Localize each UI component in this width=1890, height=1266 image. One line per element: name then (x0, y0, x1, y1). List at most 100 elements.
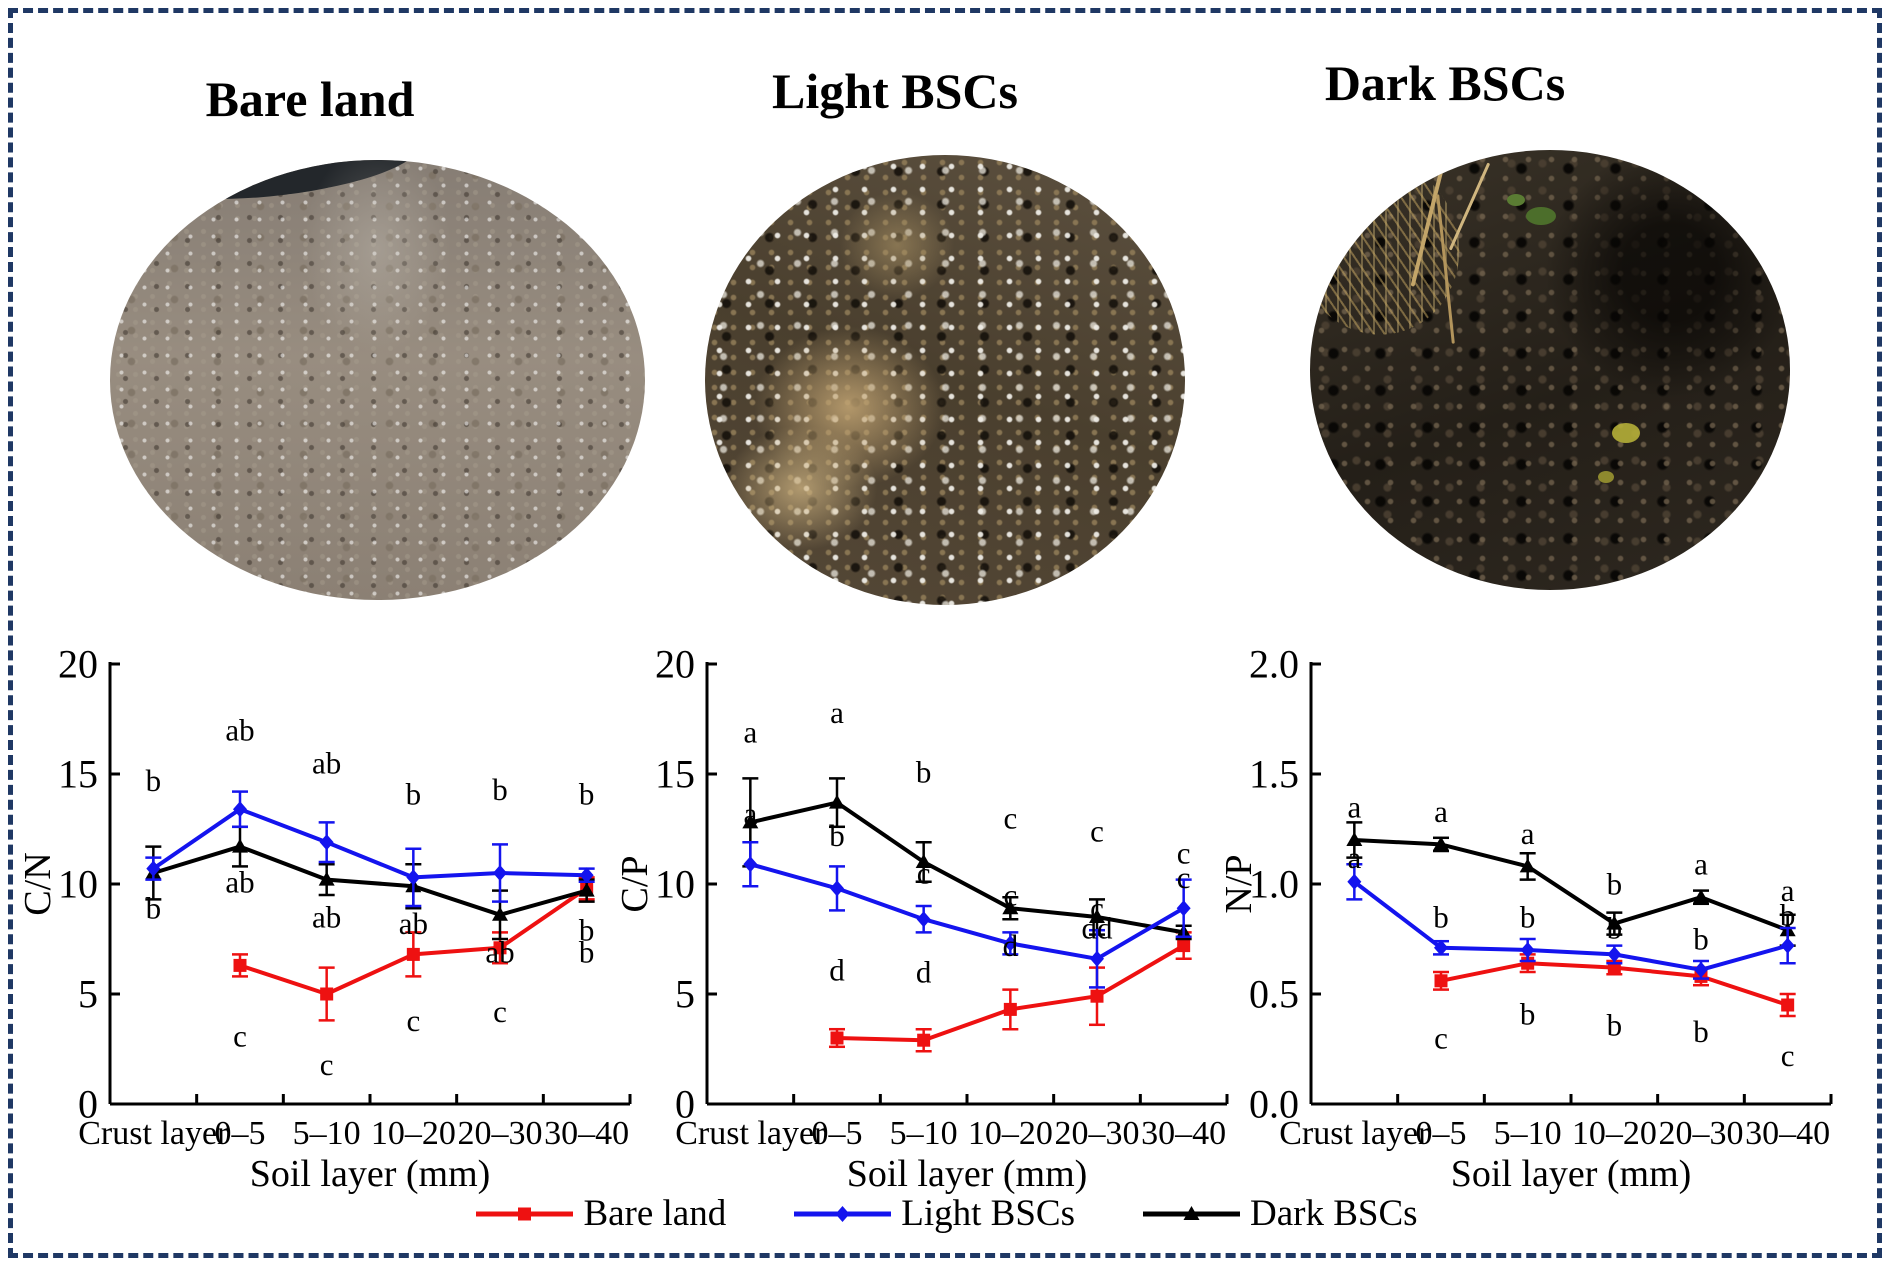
diamond-marker (1176, 900, 1191, 917)
significance-letter: c (1177, 860, 1191, 895)
y-tick-label: 0 (78, 1082, 98, 1127)
triangle-marker (829, 794, 845, 809)
photo-title-bare-land: Bare land (205, 71, 415, 127)
diamond-marker (1347, 873, 1362, 890)
x-tick-label: 20–30 (1659, 1115, 1744, 1152)
square-marker (1090, 989, 1104, 1003)
axes (1309, 662, 1833, 1106)
x-tick-label: 5–10 (293, 1115, 361, 1152)
light-trail (302, 160, 453, 354)
y-tick-labels: 0.0 0.5 1.0 1.5 2.0 (1249, 642, 1299, 1127)
legend-item-light-bscs: Light BSCs (790, 1192, 1075, 1235)
significance-letter: c (1177, 836, 1191, 871)
x-tick-label: 0–5 (812, 1115, 863, 1152)
x-tick-label: 30–40 (1745, 1115, 1830, 1152)
y-tick-label: 1.5 (1249, 752, 1299, 797)
significance-letter: b (1520, 900, 1536, 935)
significance-letter: b (579, 913, 595, 948)
y-tick-labels: 0 5 10 15 20 (58, 642, 98, 1127)
x-axis-title: Soil layer (mm) (250, 1153, 491, 1195)
x-tick-label: 0–5 (215, 1115, 266, 1152)
diamond-marker (233, 801, 247, 818)
triangle-marker (1519, 858, 1536, 873)
diamond-marker (830, 880, 844, 897)
axes (705, 662, 1229, 1106)
significance-letter: a (1434, 794, 1448, 829)
triangle-marker (492, 906, 508, 921)
square-marker (1781, 998, 1795, 1012)
y-tick-label: 10 (655, 862, 695, 907)
triangle-marker (318, 871, 335, 886)
y-tick-label: 10 (58, 862, 98, 907)
y-tick-label: 1.0 (1249, 862, 1299, 907)
significance-letter: ab (485, 935, 514, 970)
significance-letter: d (1003, 928, 1019, 963)
grass-blade (1449, 162, 1491, 251)
series-light-bscs (145, 790, 595, 908)
significance-letter: c (1003, 878, 1017, 913)
triangle-marker (578, 882, 595, 897)
diamond-marker (579, 867, 594, 884)
green-plant (1526, 207, 1556, 226)
x-tick-label: 30–40 (544, 1115, 629, 1152)
x-tick-label: 0–5 (1416, 1115, 1467, 1152)
significance-letter: b (916, 754, 932, 789)
green-plant (1506, 194, 1525, 206)
triangle-marker (1089, 909, 1105, 923)
diamond-marker (1694, 961, 1708, 978)
x-axis-title: Soil layer (mm) (847, 1153, 1088, 1195)
significance-letter: d (829, 952, 845, 987)
x-axis-title: Soil layer (mm) (1451, 1153, 1692, 1195)
significance-letter: b (829, 818, 845, 853)
y-tick-label: 20 (58, 642, 98, 687)
significance-letter: b (1433, 900, 1449, 935)
bare-land-line-marker-icon (476, 1207, 574, 1220)
diamond-marker (493, 865, 507, 881)
significance-letter: c (1434, 1021, 1448, 1056)
x-tick-label: 10–20 (371, 1115, 456, 1152)
diamond-marker (1434, 939, 1448, 956)
series-light-bscs (742, 840, 1192, 989)
series-line (152, 844, 588, 917)
series-dark-bscs (742, 777, 1192, 941)
triangle-marker (1693, 889, 1709, 904)
x-tick-label: 20–30 (458, 1115, 543, 1152)
y-tick-label: 15 (655, 752, 695, 797)
yellow-lichen (1612, 422, 1641, 443)
significance-letter: b (492, 772, 508, 807)
significance-letter: c (1090, 891, 1104, 926)
square-marker (320, 987, 334, 1001)
bare-land-photo (110, 160, 645, 600)
diamond-marker (406, 869, 421, 886)
significance-letter: b (1607, 1007, 1623, 1042)
series-line (749, 800, 1185, 935)
y-tick-labels: 0 5 10 15 20 (655, 642, 695, 1127)
significance-letter: b (1693, 922, 1709, 957)
series-line (749, 862, 1185, 961)
square-marker (233, 958, 247, 972)
np-ratio-chart: 0.0 0.5 1.0 1.5 2.0 Crust layer 0–5 5–10 10–20 20… (1218, 642, 1841, 1198)
legend-item-bare-land: Bare land (472, 1192, 726, 1235)
axes (108, 662, 632, 1106)
significance-letter: c (1781, 1038, 1795, 1073)
legend-label: Dark BSCs (1249, 1193, 1418, 1234)
significance-letter: d (916, 955, 932, 990)
y-axis-title: C/N (20, 852, 59, 915)
significance-letter: a (830, 695, 844, 730)
square-marker (830, 1031, 844, 1045)
significance-letter: c (406, 1003, 420, 1038)
significance-letter: b (1693, 1014, 1709, 1049)
series-dark-bscs (145, 825, 595, 941)
significance-letter: ab (225, 713, 254, 748)
significance-letter: ab (312, 746, 341, 781)
significance-letter: b (579, 935, 595, 970)
triangle-marker (742, 814, 759, 829)
significance-letter: b (1607, 867, 1623, 902)
diamond-marker (1780, 937, 1795, 954)
square-marker (493, 941, 507, 955)
significance-letter: ab (312, 900, 341, 935)
